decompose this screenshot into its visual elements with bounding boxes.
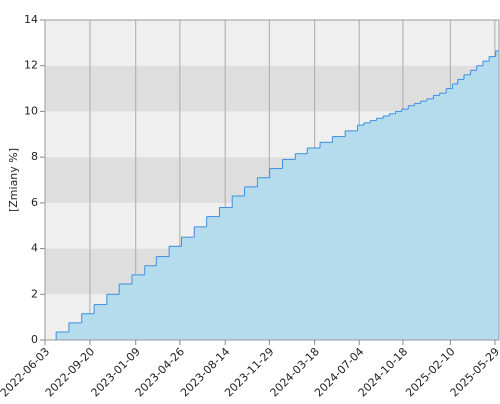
area-step (401, 109, 409, 341)
area-step (426, 98, 434, 340)
area-step (482, 61, 490, 341)
area-step (56, 332, 70, 340)
area-step (194, 226, 208, 340)
y-tick-label: 8 (31, 150, 38, 163)
area-step (363, 122, 371, 340)
area-step (68, 322, 83, 340)
area-step (452, 84, 459, 340)
y-tick-label: 12 (24, 59, 38, 72)
area-step (119, 284, 133, 340)
area-step (257, 177, 271, 340)
area-step (439, 93, 447, 341)
area-step (489, 56, 497, 340)
y-axis-label: [Zmiany %] (7, 148, 20, 212)
area-step (376, 118, 384, 341)
area-step (132, 274, 146, 340)
area-step (156, 256, 170, 340)
area-step (345, 130, 359, 340)
area-step (420, 101, 428, 341)
y-tick-label: 14 (24, 13, 38, 26)
area-step (232, 196, 246, 340)
area-step (446, 88, 453, 340)
area-step (282, 159, 296, 340)
area-step (457, 79, 465, 340)
area-step (495, 50, 500, 340)
y-tick-label: 2 (31, 287, 38, 300)
area-step (370, 120, 378, 340)
area-step (307, 148, 321, 340)
area-step (476, 65, 484, 340)
area-step (169, 246, 182, 340)
y-tick-label: 10 (24, 104, 38, 117)
area-step (144, 265, 157, 340)
area-step (332, 136, 346, 340)
area-step (357, 125, 365, 341)
area-step (206, 216, 220, 340)
area-step (81, 313, 95, 340)
area-step (106, 294, 120, 340)
area-step (94, 304, 108, 340)
area-step (408, 105, 415, 340)
plot-frame (44, 19, 500, 341)
background-band (45, 20, 499, 66)
area-step (219, 207, 233, 340)
area-step (269, 168, 284, 340)
y-tick-label: 0 (31, 333, 38, 346)
area-step (433, 95, 441, 340)
area-step (470, 70, 478, 341)
area-step (383, 116, 390, 340)
y-tick-label: 6 (31, 196, 38, 209)
area-step (395, 111, 403, 340)
area-step (295, 153, 308, 340)
area-step (414, 103, 422, 340)
area-step (244, 186, 258, 340)
area-step (181, 237, 195, 340)
area-step (463, 74, 472, 340)
area-step (389, 113, 396, 340)
y-tick-label: 4 (31, 242, 38, 255)
area-step (320, 142, 333, 340)
